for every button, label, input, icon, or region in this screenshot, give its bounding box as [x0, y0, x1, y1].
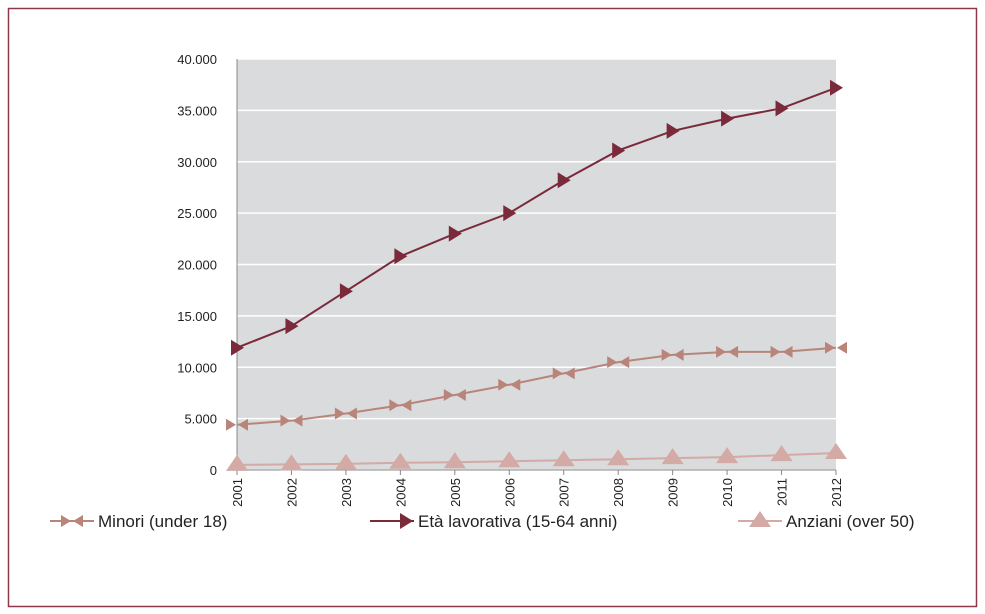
marker	[285, 318, 299, 335]
marker	[607, 449, 630, 466]
marker	[389, 452, 412, 469]
marker	[552, 450, 575, 467]
y-tick-label: 20.000	[177, 258, 217, 273]
y-tick-label: 40.000	[177, 52, 217, 67]
x-tick-label: 2008	[611, 478, 626, 507]
x-tick-label: 2002	[284, 478, 299, 507]
marker	[721, 110, 735, 127]
marker	[830, 79, 843, 96]
marker	[280, 454, 303, 471]
y-tick-label: 15.000	[177, 309, 217, 324]
marker	[770, 445, 793, 462]
marker	[498, 451, 521, 468]
marker	[226, 454, 248, 471]
y-tick-label: 30.000	[177, 155, 217, 170]
marker	[607, 356, 630, 369]
x-tick-label: 2010	[720, 478, 735, 507]
x-tick-label: 2011	[775, 478, 790, 506]
legend-marker	[400, 513, 413, 529]
x-tick-label: 2003	[339, 478, 354, 507]
legend-marker	[61, 515, 83, 527]
marker	[503, 205, 517, 222]
y-tick-label: 5.000	[184, 412, 217, 427]
legend-label: Età lavorativa (15-64 anni)	[418, 512, 617, 531]
marker	[557, 172, 571, 189]
marker	[231, 339, 244, 356]
marker	[716, 447, 739, 464]
marker	[280, 414, 303, 427]
x-tick-label: 2012	[829, 478, 844, 507]
marker	[498, 378, 521, 391]
marker	[448, 225, 462, 242]
x-tick-label: 2009	[666, 478, 681, 507]
marker	[825, 443, 847, 460]
marker	[661, 348, 684, 361]
y-tick-label: 35.000	[177, 103, 217, 118]
marker	[612, 142, 626, 159]
marker	[334, 407, 357, 420]
x-tick-label: 2004	[393, 478, 408, 507]
series-line	[236, 86, 837, 349]
legend-label: Anziani (over 50)	[786, 512, 915, 531]
marker	[775, 100, 789, 117]
x-tick-label: 2006	[502, 478, 517, 507]
marker	[334, 453, 357, 470]
marker	[666, 122, 680, 139]
marker	[770, 345, 793, 358]
x-tick-label: 2005	[448, 478, 463, 507]
legend-marker	[749, 511, 771, 527]
legend-label: Minori (under 18)	[98, 512, 227, 531]
marker	[552, 367, 575, 380]
marker	[389, 399, 412, 412]
x-tick-label: 2007	[557, 478, 572, 507]
x-tick-label: 2001	[230, 478, 245, 507]
marker	[394, 248, 408, 265]
marker	[226, 418, 248, 431]
y-tick-label: 25.000	[177, 206, 217, 221]
marker	[661, 448, 684, 465]
marker	[825, 341, 847, 354]
y-tick-label: 10.000	[177, 360, 217, 375]
marker	[339, 283, 353, 300]
marker	[443, 388, 466, 401]
marker	[716, 345, 739, 358]
series-line	[236, 452, 837, 466]
marker	[443, 452, 466, 469]
y-tick-label: 0	[210, 463, 217, 478]
